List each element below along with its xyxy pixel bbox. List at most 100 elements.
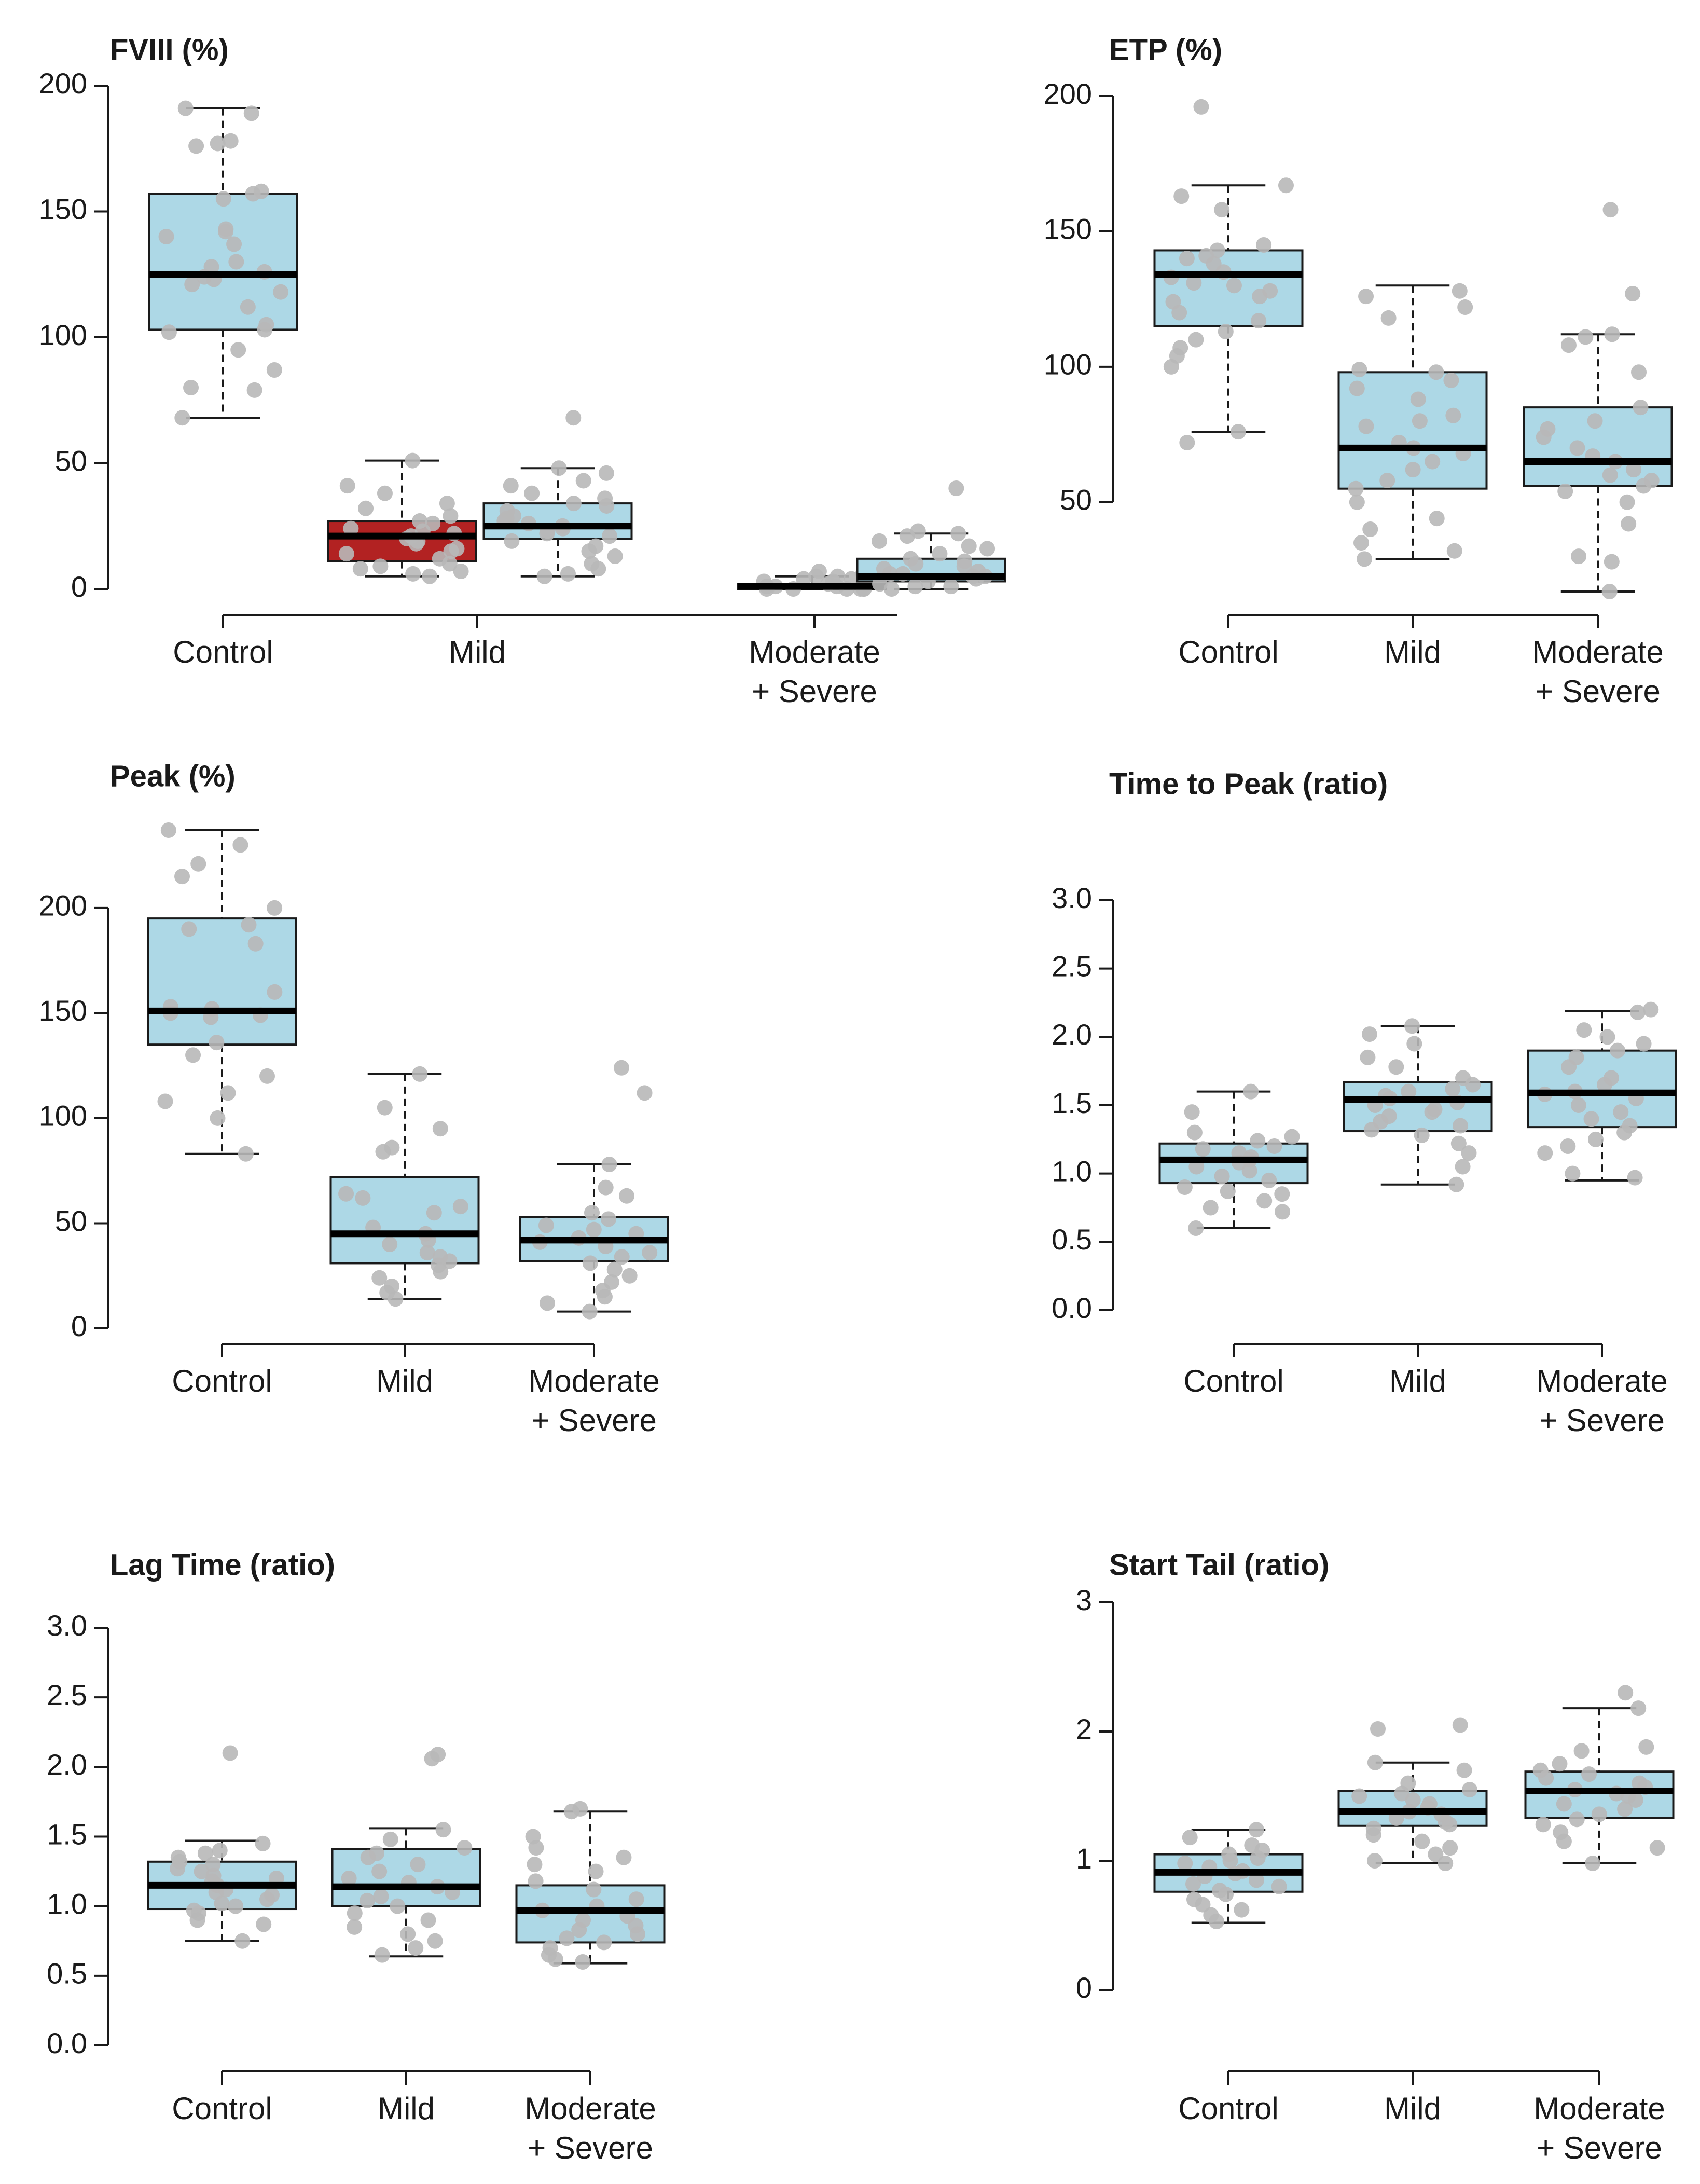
data-point [377, 485, 393, 501]
y-tick-label: 150 [39, 193, 87, 225]
data-point [347, 1919, 363, 1935]
data-point [382, 1236, 398, 1252]
data-point [948, 480, 964, 496]
data-point [599, 498, 615, 514]
x-tick-label: Moderate + Severe [749, 635, 880, 709]
data-point [1597, 1077, 1613, 1093]
data-point [427, 1933, 443, 1949]
data-point [374, 1947, 390, 1963]
data-point [1163, 359, 1179, 375]
data-point [220, 1085, 236, 1101]
data-point [1410, 391, 1426, 407]
data-point [341, 1871, 357, 1886]
x-tick-label: Control [1183, 1364, 1283, 1398]
data-point [212, 1843, 228, 1859]
data-point [1351, 1788, 1367, 1804]
data-point [226, 236, 242, 252]
data-point [1182, 1830, 1198, 1846]
data-point [1188, 332, 1204, 348]
data-point [1535, 1817, 1551, 1833]
data-point [412, 1066, 428, 1082]
data-point [1208, 1914, 1224, 1930]
data-point [352, 561, 368, 577]
data-point [1173, 188, 1190, 204]
data-point [539, 1295, 555, 1311]
data-point [408, 535, 424, 552]
data-point [1401, 1083, 1417, 1100]
data-point [1638, 1739, 1654, 1755]
data-point [1601, 584, 1618, 599]
data-point [1445, 1081, 1461, 1097]
box-3 [482, 410, 633, 584]
x-tick-label: Control [1178, 635, 1278, 669]
data-point [588, 1863, 604, 1879]
data-point [1630, 1700, 1647, 1716]
data-point [1353, 535, 1369, 551]
data-point [1203, 1200, 1219, 1216]
data-point [1442, 1840, 1458, 1856]
data-point [1537, 1145, 1553, 1161]
data-point [590, 561, 606, 577]
data-point [1443, 372, 1459, 388]
data-point [1380, 310, 1397, 326]
x-tick-label: Control [172, 2091, 272, 2126]
box-1 [147, 822, 297, 1162]
data-point [1453, 1118, 1469, 1134]
y-tick-label: 0 [1076, 1971, 1092, 2004]
data-point [563, 1804, 579, 1820]
data-point [1404, 1018, 1420, 1034]
data-point [1560, 1138, 1576, 1154]
data-point [223, 133, 239, 149]
data-point [257, 322, 273, 338]
y-tick-label: 150 [1044, 213, 1092, 245]
x-tick-label: Moderate + Severe [524, 2091, 656, 2165]
panel-2: ETP (%) 50 100 150 200 Control Mild Moderate + S… [1044, 33, 1673, 709]
data-point [1621, 516, 1637, 532]
y-tick-label: 100 [39, 1100, 87, 1132]
box-3 [1524, 1685, 1675, 1871]
data-point [388, 1291, 404, 1307]
y-tick-label: 100 [1044, 348, 1092, 381]
data-point [616, 1849, 632, 1865]
y-tick-label: 3.0 [47, 1609, 87, 1642]
data-point [1361, 1026, 1377, 1042]
data-point [266, 362, 282, 378]
data-point [259, 1068, 275, 1084]
panel-title: Time to Peak (ratio) [1109, 767, 1388, 801]
y-tick-label: 3 [1076, 1584, 1092, 1616]
data-point [1284, 1129, 1300, 1145]
iqr-box [329, 1176, 480, 1265]
data-point [188, 138, 204, 154]
data-point [1450, 1135, 1467, 1151]
box-3 [1527, 1001, 1677, 1186]
data-point [961, 538, 977, 554]
data-point [185, 1047, 201, 1063]
data-point [1349, 380, 1365, 396]
data-point [360, 1849, 376, 1865]
data-point [247, 936, 264, 952]
box-5 [856, 480, 1006, 597]
data-point [527, 1857, 543, 1873]
data-point [433, 1263, 449, 1280]
data-point [245, 186, 261, 202]
data-point [432, 1121, 448, 1137]
y-tick-label: 200 [39, 889, 87, 922]
data-point [503, 478, 519, 494]
data-point [1379, 473, 1395, 489]
data-point [1587, 413, 1603, 429]
data-point [1569, 1811, 1585, 1828]
data-point [1616, 1124, 1633, 1141]
panel-4: Time to Peak (ratio) 0.0 0.5 1.0 1.5 2.0 2.5 3.… [1052, 767, 1677, 1438]
data-point [1367, 1754, 1383, 1770]
data-point [528, 1839, 544, 1856]
data-point [1570, 1097, 1586, 1113]
data-point [1177, 1179, 1193, 1195]
data-point [1222, 1853, 1238, 1869]
data-point [1452, 1717, 1468, 1733]
data-point [1370, 1721, 1386, 1737]
data-point [205, 1857, 221, 1873]
data-point [1556, 1796, 1572, 1812]
data-point [214, 1895, 230, 1912]
data-point [602, 528, 618, 544]
data-point [1565, 1165, 1581, 1182]
